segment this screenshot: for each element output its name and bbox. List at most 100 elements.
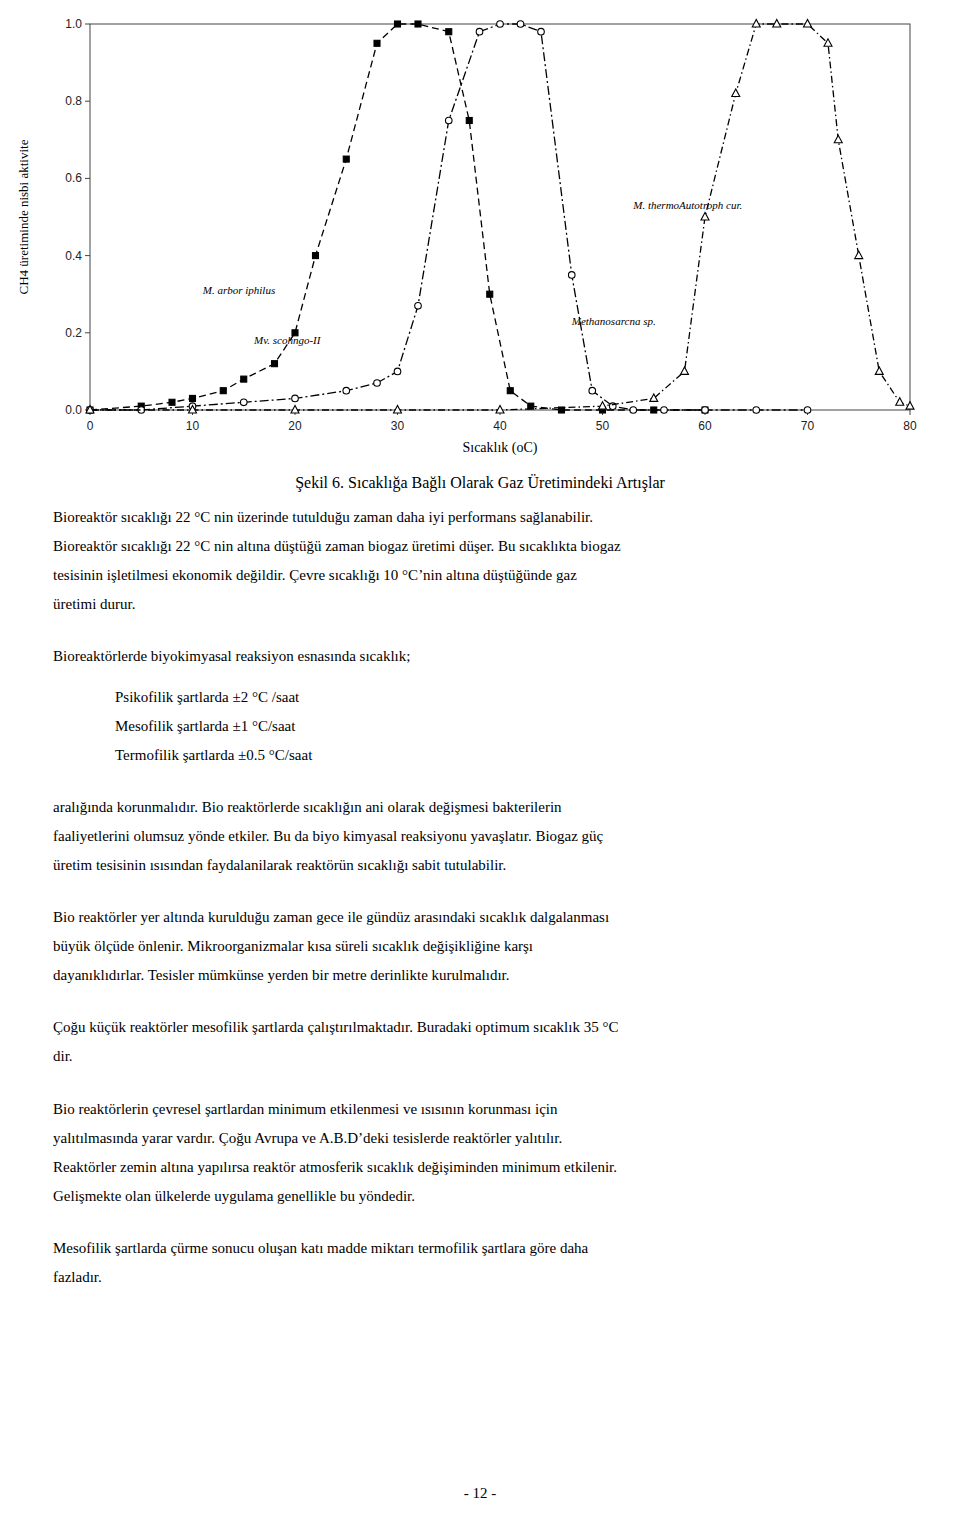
marker (896, 398, 904, 406)
text-line: faaliyetlerini olumsuz yönde etkiler. Bu… (53, 828, 604, 844)
body-text: Bioreaktör sıcaklığı 22 °C nin üzerinde … (53, 509, 621, 1285)
text-line: Psikofilik şartlarda ±2 °C /saat (115, 689, 300, 705)
y-tick-label: 0.4 (65, 249, 82, 263)
marker (313, 253, 319, 259)
marker (497, 21, 504, 28)
marker (568, 272, 575, 279)
y-tick-label: 0.6 (65, 171, 82, 185)
series-line (90, 24, 705, 410)
series-line (90, 24, 910, 410)
marker (538, 28, 545, 35)
text-line: üretimi durur. (53, 596, 136, 612)
marker (487, 291, 493, 297)
text-line: üretim tesisinin ısısından faydalanilara… (53, 857, 506, 873)
text-line: Bio reaktörlerin çevresel şartlardan min… (53, 1101, 558, 1117)
y-tick (85, 178, 90, 179)
y-tick-label: 0.8 (65, 94, 82, 108)
y-tick (85, 332, 90, 333)
marker (650, 394, 658, 402)
plot-frame (90, 24, 910, 410)
curve-label: M. arbor iphilus (202, 284, 275, 296)
x-tick-label: 50 (596, 419, 610, 433)
x-tick-label: 80 (903, 419, 917, 433)
marker (466, 118, 472, 124)
text-line: Bio reaktörler yer altında kurulduğu zam… (53, 909, 609, 925)
data-layer (86, 20, 914, 414)
text-line: tesisinin işletilmesi ekonomik değildir.… (53, 567, 577, 583)
marker (630, 407, 637, 414)
marker (169, 399, 175, 405)
text-line: büyük ölçüde önlenir. Mikroorganizmalar … (53, 938, 533, 954)
marker (446, 29, 452, 35)
marker (824, 39, 832, 47)
x-tick-label: 0 (87, 419, 94, 433)
x-tick-label: 30 (391, 419, 405, 433)
y-axis-label: CH4 üretiminde nisbi aktivite (16, 139, 31, 294)
curve-label: Methanosarcna sp. (571, 315, 656, 327)
y-tick (85, 24, 90, 25)
x-tick-label: 60 (698, 419, 712, 433)
curve-label: Mv. scohngo-II (253, 334, 322, 346)
text-line: Mesofilik şartlarda ±1 °C/saat (115, 718, 296, 734)
marker (272, 361, 278, 367)
marker (702, 407, 709, 414)
marker (507, 388, 513, 394)
marker (374, 40, 380, 46)
marker (476, 28, 483, 35)
marker (394, 368, 401, 375)
marker (599, 402, 607, 410)
marker (220, 388, 226, 394)
text-line: Mesofilik şartlarda çürme sonucu oluşan … (53, 1240, 589, 1256)
series-line (90, 24, 808, 410)
marker (394, 406, 402, 414)
page-number: - 12 - (464, 1485, 497, 1501)
marker (753, 407, 760, 414)
y-tick-label: 0.0 (65, 403, 82, 417)
x-tick-label: 20 (288, 419, 302, 433)
marker (415, 21, 421, 27)
marker (189, 406, 197, 414)
marker (190, 395, 196, 401)
marker (906, 402, 914, 410)
marker (343, 156, 349, 162)
marker (702, 407, 708, 413)
marker (681, 367, 689, 375)
text-line: Termofilik şartlarda ±0.5 °C/saat (115, 747, 313, 763)
marker (589, 387, 596, 394)
marker (343, 387, 350, 394)
text-line: Bioreaktör sıcaklığı 22 °C nin üzerinde … (53, 509, 593, 525)
page: 010203040506070800.00.20.40.60.81.0Sıcak… (0, 0, 960, 1531)
marker (804, 407, 811, 414)
text-line: Bioreaktör sıcaklığı 22 °C nin altına dü… (53, 538, 621, 554)
marker (804, 20, 812, 28)
y-tick-label: 1.0 (65, 17, 82, 31)
marker (701, 213, 709, 221)
chart: 010203040506070800.00.20.40.60.81.0Sıcak… (16, 17, 917, 456)
curve-label: M. thermoAutotroph cur. (632, 199, 742, 211)
text-line: Bioreaktörlerde biyokimyasal reaksiyon e… (53, 648, 410, 664)
text-line: dayanıklıdırlar. Tesisler mümkünse yerde… (53, 967, 509, 983)
x-tick-label: 70 (801, 419, 815, 433)
marker (292, 395, 299, 402)
marker (834, 135, 842, 143)
text-line: Çoğu küçük reaktörler mesofilik şartlard… (53, 1019, 618, 1035)
marker (291, 406, 299, 414)
marker (661, 407, 668, 414)
x-axis-label: Sıcaklık (oC) (462, 440, 537, 456)
marker (241, 376, 247, 382)
text-line: aralığında korunmalıdır. Bio reaktörlerd… (53, 799, 562, 815)
marker (395, 21, 401, 27)
text-line: fazladır. (53, 1269, 102, 1285)
background (0, 0, 960, 1531)
marker (517, 21, 524, 28)
marker (875, 367, 883, 375)
marker (752, 20, 760, 28)
x-tick-label: 40 (493, 419, 507, 433)
marker (374, 380, 381, 387)
text-line: yalıtılmasında yarar vardır. Çoğu Avrupa… (53, 1130, 562, 1146)
text-line: Gelişmekte olan ülkelerde uygulama genel… (53, 1188, 415, 1204)
chart-title: Şekil 6. Sıcaklığa Bağlı Olarak Gaz Üret… (295, 474, 665, 492)
marker (415, 302, 422, 309)
marker (732, 89, 740, 97)
marker (445, 117, 452, 124)
